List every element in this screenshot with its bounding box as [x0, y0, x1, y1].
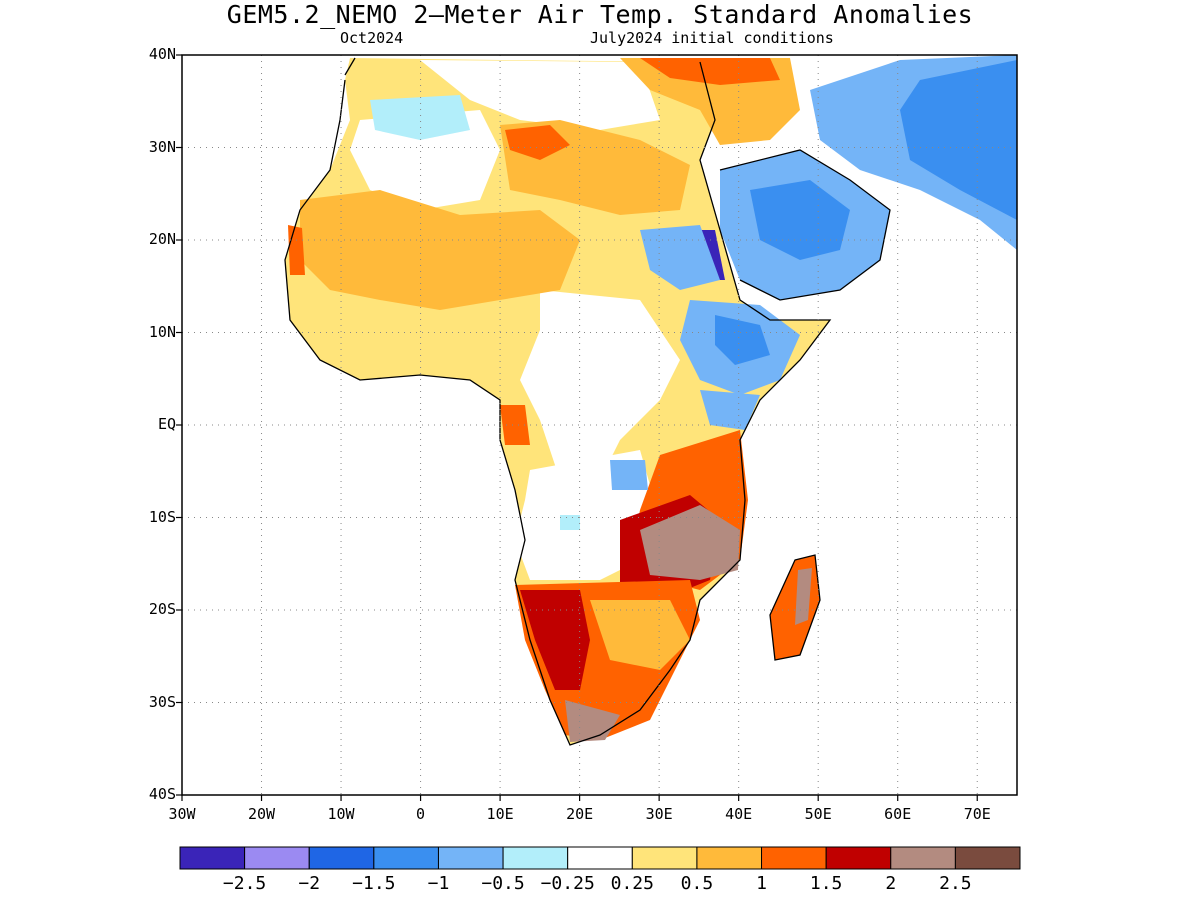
lat-tick-label: 40S — [148, 785, 176, 803]
slight-cool-angola — [560, 515, 580, 530]
neutral-central — [520, 290, 680, 480]
colorbar-swatch — [696, 846, 763, 870]
colorbar-tick-label: 1 — [756, 873, 767, 894]
extreme-warm-madagascar — [795, 568, 812, 625]
lon-tick-label: 50E — [804, 805, 832, 823]
colorbar-swatch — [502, 846, 569, 870]
colorbar-tick-label: 2.5 — [939, 873, 972, 894]
lon-tick-label: 10W — [327, 805, 355, 823]
lat-tick-label: 20N — [148, 230, 176, 248]
lon-tick-label: 60E — [884, 805, 912, 823]
colorbar — [179, 846, 1021, 870]
colorbar-tick-label: −0.25 — [540, 873, 595, 894]
cool-kenya — [700, 390, 760, 430]
lat-tick-label: 30S — [148, 692, 176, 711]
strong-warm-namibia — [520, 590, 590, 690]
colorbar-tick-label: 1.5 — [809, 873, 843, 894]
lat-tick-label: 20S — [148, 600, 176, 618]
coastlines — [284, 57, 891, 746]
lat-tick-label: 10N — [148, 322, 176, 341]
colorbar-tick-label: −2 — [298, 873, 321, 894]
hot-spot-gabon — [500, 405, 530, 445]
lon-tick-label: 10E — [486, 805, 514, 823]
extreme-warm-malawi — [640, 505, 740, 580]
slight-cool-morocco — [370, 95, 470, 140]
hot-spot-algeria — [505, 125, 570, 160]
colorbar-swatch — [244, 846, 310, 870]
mild-warm-botswana — [590, 600, 690, 670]
colorbar-tick-label: −2.5 — [222, 873, 267, 894]
cool-iran-core — [900, 60, 1017, 220]
colorbar-swatch — [567, 846, 633, 870]
forecast-month: Oct2024 — [340, 29, 404, 47]
initial-conditions: July2024 initial conditions — [590, 29, 834, 47]
lat-tick-label: EQ — [157, 415, 176, 433]
lat-tick-label: 30N — [148, 137, 176, 156]
neutral-sahara — [350, 110, 500, 210]
colorbar-swatch — [761, 846, 827, 870]
colorbar-tick-label: −1 — [427, 873, 450, 894]
colorbar-tick-label: 0.25 — [610, 873, 654, 894]
colorbar-swatch — [179, 846, 246, 870]
lon-tick-label: 40E — [725, 805, 753, 823]
colorbar-tick-label: −0.5 — [481, 873, 525, 894]
colorbar-tick-label: −1.5 — [352, 873, 396, 894]
colorbar-swatch — [437, 846, 504, 870]
colorbar-swatch — [890, 846, 956, 870]
lon-tick-label: 0 — [416, 805, 426, 823]
colorbar-swatch — [631, 846, 698, 870]
lon-tick-label: 20E — [566, 805, 594, 823]
lon-tick-label: 30W — [168, 805, 196, 823]
colorbar-tick-label: 2 — [885, 873, 897, 894]
lat-tick-label: 10S — [148, 507, 176, 526]
warm-west-africa — [300, 190, 580, 310]
hot-turkey — [640, 58, 780, 85]
lon-tick-label: 70E — [963, 805, 991, 823]
lon-tick-label: 20W — [247, 805, 276, 823]
slight-cool-drc — [610, 460, 648, 490]
anomaly-field — [285, 55, 1017, 745]
cool-ethiopia-core — [715, 315, 770, 365]
lat-tick-label: 40N — [148, 45, 176, 63]
lon-tick-label: 30E — [645, 805, 673, 823]
neutral-north-coast — [420, 60, 660, 130]
colorbar-swatch — [373, 846, 439, 870]
warm-madagascar — [770, 555, 820, 660]
colorbar-tick-label: 0.5 — [680, 873, 714, 894]
axis-ticks — [176, 54, 978, 801]
map-title: GEM5.2_NEMO 2–Meter Air Temp. Standard A… — [226, 0, 974, 29]
colorbar-swatch — [825, 846, 892, 870]
colorbar-swatch — [308, 846, 375, 870]
colorbar-swatch — [954, 846, 1021, 870]
cool-sudan — [640, 225, 720, 290]
